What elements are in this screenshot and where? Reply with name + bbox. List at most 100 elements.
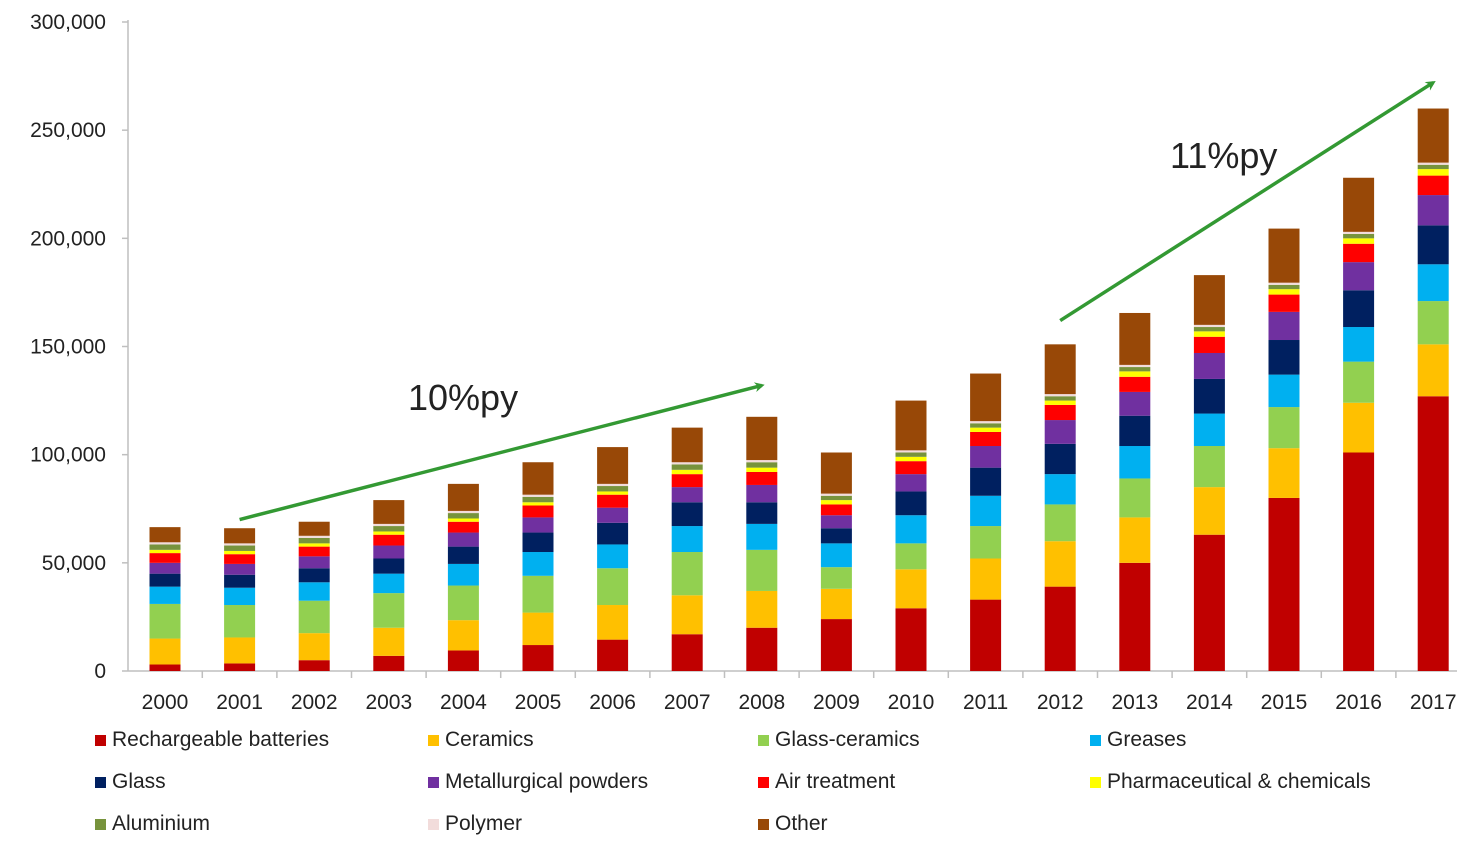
bar-segment <box>820 567 852 589</box>
bar-segment <box>671 526 703 553</box>
bar-segment <box>671 552 703 596</box>
x-tick-label: 2016 <box>1335 691 1382 714</box>
bar-segment <box>1119 415 1151 447</box>
bar-segment <box>1417 264 1449 302</box>
bar-segment <box>298 633 330 661</box>
annotations: 10%py 11%py <box>239 80 1436 522</box>
legend-label: Glass-ceramics <box>775 728 920 751</box>
bar-segment <box>895 452 927 457</box>
bar-segment <box>1417 301 1449 345</box>
bar-segment <box>1417 344 1449 397</box>
bar-segment <box>298 600 330 634</box>
legend-label: Glass <box>112 770 166 793</box>
bar-segment <box>1119 376 1151 392</box>
bar-segment <box>970 558 1002 600</box>
bar-segment <box>298 556 330 569</box>
legend-swatch <box>95 734 106 746</box>
bar-segment <box>1193 324 1225 328</box>
bar-segment <box>522 505 554 518</box>
bar-segment <box>1044 541 1076 587</box>
bar-segment <box>447 510 479 514</box>
bar-segment <box>970 467 1002 496</box>
bar-segment <box>671 502 703 527</box>
bar-segment <box>820 452 852 494</box>
bar-segment <box>895 400 927 451</box>
bar-segment <box>970 373 1002 422</box>
bar-segment <box>746 523 778 550</box>
bar-segment <box>1044 404 1076 421</box>
bar-segment <box>149 549 181 554</box>
bar-segment <box>746 462 778 468</box>
bar-segment <box>895 450 927 453</box>
legend-swatch <box>428 818 439 830</box>
bar-segment <box>1268 282 1300 285</box>
bar-segment <box>149 562 181 574</box>
bar-segment <box>1343 262 1375 291</box>
bar-segment <box>224 554 256 564</box>
y-tick-label: 150,000 <box>30 336 106 359</box>
bar-segment <box>224 574 256 588</box>
bar-segment <box>1268 284 1300 290</box>
x-tick-label: 2015 <box>1261 691 1308 714</box>
bar-segment <box>224 543 256 546</box>
legend-item: Glass-ceramics <box>758 728 920 752</box>
bar-segment <box>1193 446 1225 488</box>
bar-segment <box>149 586 181 604</box>
bar-segment <box>1044 394 1076 397</box>
legend-item: Rechargeable batteries <box>95 728 329 752</box>
bar-segment <box>1343 234 1375 239</box>
bar-segment <box>746 467 778 472</box>
legend-swatch <box>428 734 439 746</box>
bar-segment <box>597 491 629 495</box>
bar-segment <box>298 543 330 547</box>
bar-segment <box>522 612 554 646</box>
bar-segment <box>447 513 479 519</box>
bar-segment <box>1343 327 1375 362</box>
bar-segment <box>1343 290 1375 328</box>
bar-segment <box>1343 243 1375 263</box>
bar-segment <box>597 544 629 569</box>
legend-swatch <box>1090 776 1101 788</box>
bar-segment <box>224 587 256 606</box>
bar-segment <box>1268 311 1300 341</box>
bar-segment <box>895 515 927 544</box>
bar-segment <box>224 637 256 664</box>
bar-segment <box>970 526 1002 559</box>
bar-segment <box>298 546 330 557</box>
bar-segment <box>970 427 1002 432</box>
bar-segment <box>671 462 703 465</box>
bar-segment <box>1268 294 1300 312</box>
bar-segment <box>820 619 852 671</box>
bar-segment <box>1417 396 1449 671</box>
bar-segment <box>1119 446 1151 479</box>
legend-label: Air treatment <box>775 770 896 793</box>
legend-swatch <box>95 818 106 830</box>
bar-segment <box>895 456 927 462</box>
bar-segment <box>224 545 256 551</box>
bar-segment <box>1044 400 1076 405</box>
bar-segment <box>149 527 181 543</box>
bar-segment <box>1343 238 1375 244</box>
bar-segment <box>447 546 479 564</box>
bar-segment <box>820 528 852 544</box>
bar-segment <box>820 504 852 516</box>
bar-segment <box>149 542 181 545</box>
legend-item: Polymer <box>428 812 522 836</box>
legend-label: Other <box>775 812 828 835</box>
bar-segment <box>1268 374 1300 408</box>
legend-label: Rechargeable batteries <box>112 728 330 751</box>
x-tick-label: 2009 <box>813 691 860 714</box>
bar-segment <box>149 573 181 587</box>
x-tick-label: 2002 <box>291 691 338 714</box>
bar-segment <box>373 531 405 535</box>
bar-segment <box>970 495 1002 527</box>
legend-item: Glass <box>95 770 166 794</box>
bar-segment <box>746 590 778 628</box>
legend-item: Aluminium <box>95 812 210 836</box>
bar-segment <box>1193 331 1225 337</box>
bar-segment <box>447 521 479 533</box>
bar-segment <box>895 608 927 671</box>
bar-segment <box>597 605 629 640</box>
bar-segment <box>1343 402 1375 453</box>
